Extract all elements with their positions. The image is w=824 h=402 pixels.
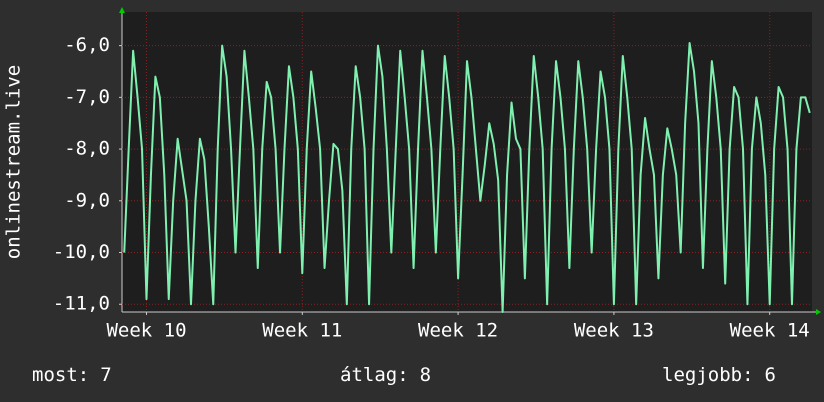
- stat-value: 6: [765, 364, 776, 386]
- footer-stat: most: 7: [32, 364, 112, 386]
- x-tick-label: Week 14: [730, 320, 810, 342]
- y-tick-label: -11,0: [53, 293, 110, 315]
- plot-area: [122, 12, 812, 312]
- stat-label: most:: [32, 364, 89, 386]
- y-arrow: [119, 7, 125, 13]
- y-tick-label: -9,0: [64, 189, 110, 211]
- y-tick-label: -10,0: [53, 241, 110, 263]
- data-line: [123, 42, 811, 313]
- y-tick-label: -6,0: [64, 34, 110, 56]
- y-axis-label: onlinestream.live: [3, 65, 25, 259]
- x-arrow: [816, 309, 821, 315]
- footer-stat: legjobb: 6: [662, 364, 776, 386]
- y-tick-label: -8,0: [64, 138, 110, 160]
- stat-value: 7: [100, 364, 111, 386]
- stat-label: legjobb:: [662, 364, 754, 386]
- x-tick-label: Week 13: [574, 320, 654, 342]
- stat-value: 8: [420, 364, 431, 386]
- footer-stat: átlag: 8: [340, 364, 431, 386]
- y-tick-label: -7,0: [64, 86, 110, 108]
- stat-label: átlag:: [340, 364, 409, 386]
- x-tick-label: Week 11: [262, 320, 342, 342]
- x-tick-label: Week 12: [418, 320, 498, 342]
- x-tick-label: Week 10: [106, 320, 186, 342]
